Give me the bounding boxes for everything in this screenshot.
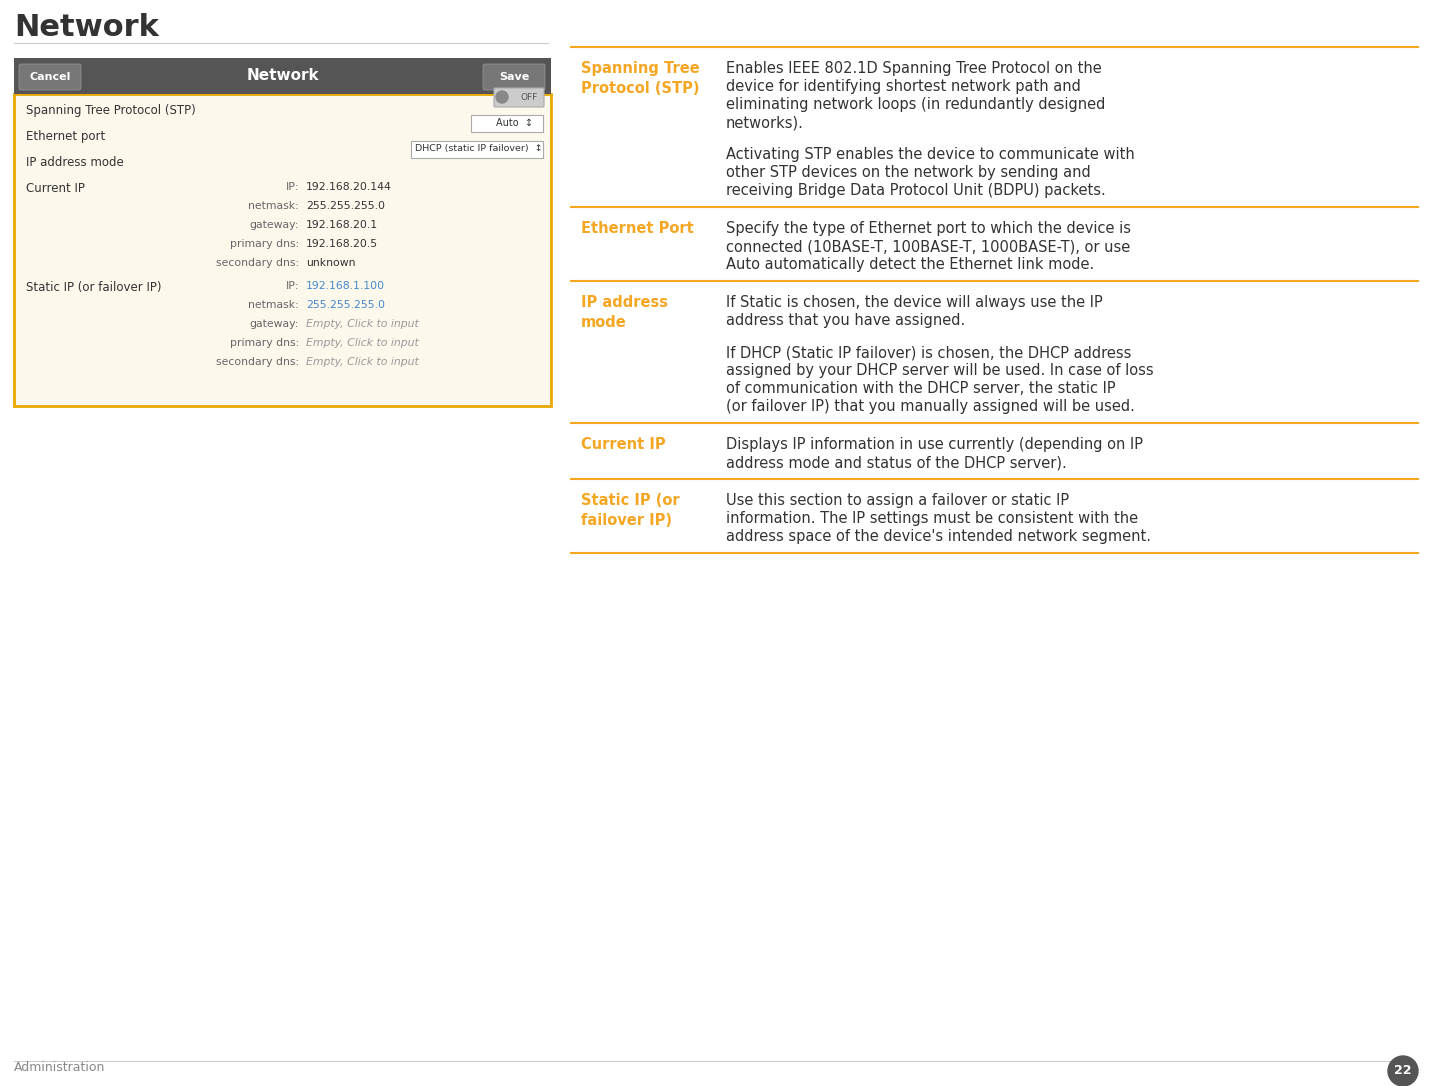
Text: netmask:: netmask: bbox=[248, 300, 299, 310]
Text: mode: mode bbox=[581, 315, 627, 330]
Text: Spanning Tree Protocol (STP): Spanning Tree Protocol (STP) bbox=[26, 104, 196, 117]
Text: Save: Save bbox=[499, 72, 529, 83]
Text: address space of the device's intended network segment.: address space of the device's intended n… bbox=[726, 529, 1151, 544]
Text: Auto  ↕: Auto ↕ bbox=[497, 118, 532, 128]
Bar bbox=[14, 94, 551, 406]
Text: unknown: unknown bbox=[306, 258, 355, 268]
Text: netmask:: netmask: bbox=[248, 201, 299, 211]
Text: Enables IEEE 802.1D Spanning Tree Protocol on the: Enables IEEE 802.1D Spanning Tree Protoc… bbox=[726, 61, 1102, 76]
FancyBboxPatch shape bbox=[471, 115, 542, 132]
Text: Empty, Click to input: Empty, Click to input bbox=[306, 338, 419, 348]
Text: connected (10BASE-T, 100BASE-T, 1000BASE-T), or use: connected (10BASE-T, 100BASE-T, 1000BASE… bbox=[726, 239, 1130, 254]
Circle shape bbox=[497, 91, 508, 103]
Text: Protocol (STP): Protocol (STP) bbox=[581, 81, 700, 96]
Text: secondary dns:: secondary dns: bbox=[216, 357, 299, 367]
FancyBboxPatch shape bbox=[494, 88, 544, 108]
Text: failover IP): failover IP) bbox=[581, 513, 673, 528]
Text: eliminating network loops (in redundantly designed: eliminating network loops (in redundantl… bbox=[726, 97, 1105, 112]
Text: primary dns:: primary dns: bbox=[230, 239, 299, 249]
Text: IP address: IP address bbox=[581, 295, 668, 310]
Text: secondary dns:: secondary dns: bbox=[216, 258, 299, 268]
Text: (or failover IP) that you manually assigned will be used.: (or failover IP) that you manually assig… bbox=[726, 399, 1135, 414]
Text: Auto automatically detect the Ethernet link mode.: Auto automatically detect the Ethernet l… bbox=[726, 257, 1095, 272]
Text: 22: 22 bbox=[1394, 1064, 1412, 1077]
Text: address that you have assigned.: address that you have assigned. bbox=[726, 313, 966, 328]
Text: address mode and status of the DHCP server).: address mode and status of the DHCP serv… bbox=[726, 455, 1066, 470]
FancyBboxPatch shape bbox=[484, 64, 545, 90]
Text: Ethernet Port: Ethernet Port bbox=[581, 220, 694, 236]
Bar bbox=[14, 58, 551, 94]
Text: Static IP (or: Static IP (or bbox=[581, 493, 680, 508]
Text: assigned by your DHCP server will be used. In case of loss: assigned by your DHCP server will be use… bbox=[726, 363, 1153, 378]
Text: 255.255.255.0: 255.255.255.0 bbox=[306, 201, 385, 211]
Text: OFF: OFF bbox=[521, 92, 538, 101]
Text: gateway:: gateway: bbox=[249, 220, 299, 230]
Text: Empty, Click to input: Empty, Click to input bbox=[306, 357, 419, 367]
Circle shape bbox=[1388, 1056, 1418, 1086]
Text: Current IP: Current IP bbox=[581, 437, 665, 452]
Text: 192.168.20.1: 192.168.20.1 bbox=[306, 220, 378, 230]
Text: 192.168.1.100: 192.168.1.100 bbox=[306, 281, 385, 291]
Text: Use this section to assign a failover or static IP: Use this section to assign a failover or… bbox=[726, 493, 1069, 508]
Text: primary dns:: primary dns: bbox=[230, 338, 299, 348]
Text: Static IP (or failover IP): Static IP (or failover IP) bbox=[26, 281, 162, 294]
Text: IP address mode: IP address mode bbox=[26, 156, 123, 169]
Text: If Static is chosen, the device will always use the IP: If Static is chosen, the device will alw… bbox=[726, 295, 1103, 310]
Text: networks).: networks). bbox=[726, 115, 804, 130]
Text: information. The IP settings must be consistent with the: information. The IP settings must be con… bbox=[726, 512, 1138, 526]
FancyBboxPatch shape bbox=[411, 141, 542, 157]
Text: 192.168.20.144: 192.168.20.144 bbox=[306, 182, 392, 192]
Text: If DHCP (Static IP failover) is chosen, the DHCP address: If DHCP (Static IP failover) is chosen, … bbox=[726, 345, 1132, 359]
Text: of communication with the DHCP server, the static IP: of communication with the DHCP server, t… bbox=[726, 381, 1116, 396]
Text: Administration: Administration bbox=[14, 1061, 106, 1074]
Text: Ethernet port: Ethernet port bbox=[26, 130, 106, 143]
Text: Network: Network bbox=[14, 13, 159, 42]
Text: gateway:: gateway: bbox=[249, 319, 299, 329]
Text: DHCP (static IP failover)  ↕: DHCP (static IP failover) ↕ bbox=[415, 144, 542, 153]
Text: Activating STP enables the device to communicate with: Activating STP enables the device to com… bbox=[726, 147, 1135, 162]
Text: device for identifying shortest network path and: device for identifying shortest network … bbox=[726, 79, 1080, 94]
Text: Specify the type of Ethernet port to which the device is: Specify the type of Ethernet port to whi… bbox=[726, 220, 1130, 236]
Text: Cancel: Cancel bbox=[29, 72, 70, 83]
Text: IP:: IP: bbox=[286, 281, 299, 291]
Text: 192.168.20.5: 192.168.20.5 bbox=[306, 239, 378, 249]
Text: Spanning Tree: Spanning Tree bbox=[581, 61, 700, 76]
Text: IP:: IP: bbox=[286, 182, 299, 192]
FancyBboxPatch shape bbox=[19, 64, 82, 90]
Text: Current IP: Current IP bbox=[26, 182, 84, 195]
Text: receiving Bridge Data Protocol Unit (BDPU) packets.: receiving Bridge Data Protocol Unit (BDP… bbox=[726, 184, 1106, 198]
Text: Displays IP information in use currently (depending on IP: Displays IP information in use currently… bbox=[726, 437, 1143, 452]
Text: other STP devices on the network by sending and: other STP devices on the network by send… bbox=[726, 165, 1090, 180]
Text: 255.255.255.0: 255.255.255.0 bbox=[306, 300, 385, 310]
Text: Network: Network bbox=[246, 68, 319, 84]
Text: Empty, Click to input: Empty, Click to input bbox=[306, 319, 419, 329]
